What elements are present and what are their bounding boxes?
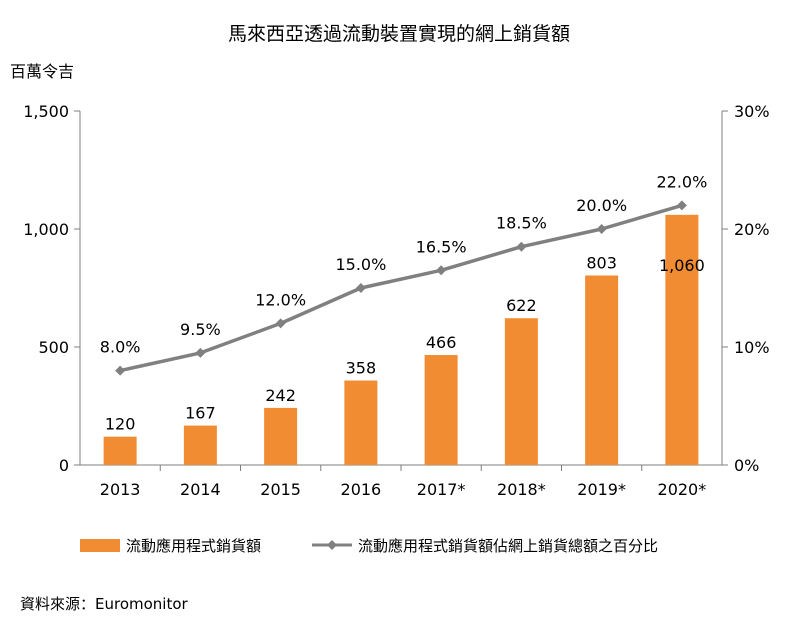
right-y-tick-label: 10% — [734, 338, 770, 357]
bar — [424, 355, 458, 465]
chart-title: 馬來西亞透過流動裝置實現的網上銷貨額 — [228, 23, 570, 45]
line-point-marker — [676, 200, 687, 211]
line-value-label: 12.0% — [255, 290, 306, 309]
line-value-label: 18.5% — [496, 214, 547, 233]
x-tick-label: 2013 — [100, 480, 141, 499]
bar-value-label: 803 — [586, 253, 617, 272]
x-tick-label: 2015 — [260, 480, 301, 499]
left-y-tick-label: 1,000 — [23, 220, 69, 239]
legend-bar-label: 流動應用程式銷貨額 — [126, 537, 261, 555]
line-value-label: 22.0% — [656, 172, 707, 191]
x-tick-label: 2019* — [577, 480, 626, 499]
right-y-tick-label: 0% — [734, 456, 759, 475]
x-tick-label: 2017* — [417, 480, 466, 499]
bar-value-label: 167 — [185, 404, 216, 423]
line-series — [115, 200, 687, 376]
bar-value-label: 466 — [426, 333, 457, 352]
right-y-tick-label: 20% — [734, 220, 770, 239]
left-y-tick-label: 1,500 — [23, 102, 69, 121]
bar — [183, 425, 217, 465]
bar-value-label: 622 — [506, 296, 537, 315]
x-tick-label: 2014 — [180, 480, 221, 499]
line-path — [119, 203, 683, 373]
bar-value-label: 242 — [265, 386, 296, 405]
line-point-marker — [596, 224, 607, 234]
legend-bar-swatch — [80, 539, 120, 552]
left-y-tick-label: 500 — [38, 338, 69, 357]
bar-value-label: 120 — [105, 415, 136, 434]
x-tick-label: 2018* — [497, 480, 546, 499]
line-point-marker — [115, 365, 126, 376]
legend-line-label: 流動應用程式銷貨額佔網上銷貨總額之百分比 — [358, 537, 658, 555]
line-point-marker — [436, 265, 447, 276]
x-tick-label: 2020* — [658, 480, 707, 499]
line-value-label: 16.5% — [416, 237, 467, 256]
line-value-label: 15.0% — [335, 255, 386, 274]
line-value-label: 20.0% — [576, 196, 627, 215]
right-y-tick-label: 30% — [734, 102, 770, 121]
x-axis-tick-labels: 2013 2014 2015 2016 2017* 2018* 2019* 2020* — [100, 480, 706, 499]
bar — [585, 275, 619, 465]
legend-line-marker — [327, 540, 337, 550]
bar — [504, 318, 538, 465]
bar-value-label: 1,060 — [659, 256, 705, 275]
bar-series — [103, 214, 699, 465]
line-data-labels: 8.0% 9.5% 12.0% 15.0% 16.5% 18.5% 20.0% 22.0% — [100, 172, 707, 356]
bar — [103, 436, 137, 465]
bar — [264, 407, 298, 465]
line-value-label: 9.5% — [180, 320, 221, 339]
bar — [665, 214, 699, 465]
bar-data-labels: 120 167 242 358 466 622 803 1,060 — [105, 253, 705, 433]
left-axis-unit-label: 百萬令吉 — [10, 62, 74, 81]
line-point-marker — [275, 318, 286, 329]
x-tick-label: 2016 — [341, 480, 382, 499]
line-point-marker — [195, 347, 206, 358]
line-point-marker — [355, 283, 366, 293]
source-note: 資料來源：Euromonitor — [20, 595, 189, 613]
bar — [344, 380, 378, 465]
left-y-tick-label: 0 — [59, 456, 69, 475]
line-value-label: 8.0% — [100, 338, 141, 357]
line-point-marker — [516, 241, 527, 252]
legend: 流動應用程式銷貨額 流動應用程式銷貨額佔網上銷貨總額之百分比 — [80, 537, 658, 555]
bar-value-label: 358 — [346, 359, 377, 378]
